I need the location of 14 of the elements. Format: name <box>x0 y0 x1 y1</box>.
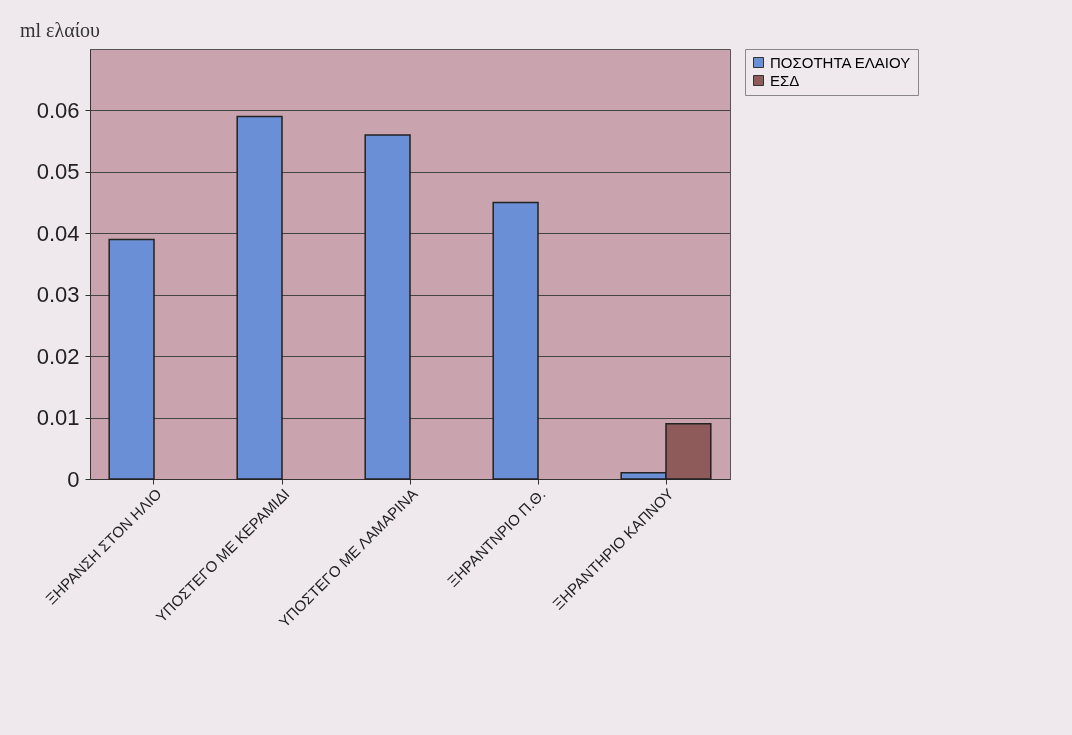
bar <box>108 238 155 480</box>
y-tick-label: 0.01 <box>36 405 80 431</box>
y-tick-label: 0.06 <box>36 97 80 123</box>
y-tick-label: 0.05 <box>36 159 80 185</box>
legend-label: ΠΟΣΟΤΗΤΑ ΕΛΑΙΟΥ <box>770 53 911 71</box>
y-tick-label: 0.04 <box>36 220 80 246</box>
y-tick-label: 0.02 <box>36 343 80 369</box>
bar <box>364 134 411 480</box>
bar <box>236 115 283 480</box>
legend-label: ΕΣΔ <box>770 71 800 89</box>
y-tick-label: 0 <box>67 466 80 492</box>
bar <box>492 201 539 480</box>
y-axis-title: ml ελαίου <box>20 18 101 41</box>
y-tick-label: 0.03 <box>36 282 80 308</box>
